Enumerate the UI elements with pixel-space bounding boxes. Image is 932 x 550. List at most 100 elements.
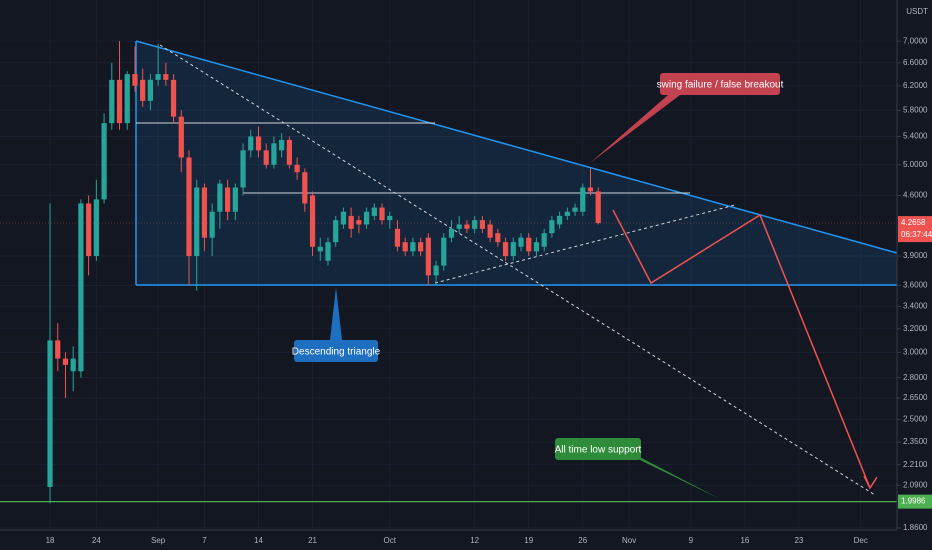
candle-body: [124, 74, 130, 124]
x-tick-label: 19: [524, 536, 533, 545]
y-tick-label: 5.8000: [903, 105, 928, 114]
x-tick-label: 14: [254, 536, 263, 545]
y-tick-label: 5.0000: [903, 160, 928, 169]
candle-body: [163, 74, 169, 80]
x-tick-label: 21: [308, 536, 317, 545]
y-tick-label: 5.4000: [903, 132, 928, 141]
x-tick-label: 16: [740, 536, 749, 545]
y-tick-label: 3.4000: [903, 302, 928, 311]
callout-box: [555, 438, 641, 460]
candle-body: [348, 215, 354, 229]
y-tick-label: 2.3500: [903, 437, 928, 446]
x-tick-label: Sep: [151, 536, 166, 545]
candle-body: [325, 242, 331, 261]
y-tick-label: 3.0000: [903, 348, 928, 357]
candle-body: [572, 207, 578, 212]
candle-body: [225, 187, 231, 212]
candle-body: [101, 123, 107, 200]
last-price-tag: [898, 216, 932, 243]
candle-body: [217, 183, 223, 212]
callout-pointer: [330, 287, 342, 340]
candle-body: [595, 191, 601, 224]
y-tick-label: 2.6500: [903, 393, 928, 402]
candle-body: [487, 224, 493, 238]
x-tick-label: 23: [794, 536, 803, 545]
projection-arrowhead: [863, 475, 878, 490]
candle-body: [47, 340, 53, 487]
candle-body: [441, 237, 447, 266]
candle-body: [549, 220, 555, 234]
candle-body: [286, 139, 292, 165]
y-tick-label: 3.6000: [903, 281, 928, 290]
candle-body: [418, 242, 424, 252]
x-tick-label: 24: [92, 536, 101, 545]
callout-text: swing failure / false breakout: [657, 80, 784, 91]
candle-body: [387, 215, 393, 221]
candle-body: [425, 237, 431, 276]
candle-body: [356, 220, 362, 225]
support-tag: [898, 494, 932, 509]
candle-body: [340, 211, 347, 225]
candle-body: [410, 242, 416, 252]
candle-body: [279, 139, 285, 151]
y-tick-label: 2.0900: [903, 480, 928, 489]
candle-body: [240, 150, 246, 188]
trend-line: [159, 44, 876, 496]
candle-body: [140, 79, 146, 101]
y-tick-label: 6.2000: [903, 81, 928, 90]
candle-body: [448, 228, 455, 238]
candle-body: [248, 136, 254, 151]
candle-body: [194, 187, 200, 257]
candle-body: [402, 242, 408, 252]
candle-body: [201, 187, 208, 238]
candle-body: [394, 228, 401, 247]
candle-body: [580, 187, 586, 212]
candle-body: [309, 195, 316, 247]
candle-body: [557, 215, 563, 225]
axes: 7.0000 6.6000 6.2000 5.8000 5.4000 5.0000 4.60…: [46, 36, 932, 545]
time-axis: [0, 530, 897, 550]
x-tick-label: 9: [689, 536, 694, 545]
x-tick-label: Oct: [384, 536, 397, 545]
candle-body: [456, 224, 462, 229]
candle-body: [526, 237, 532, 252]
candle-body: [178, 116, 184, 158]
candle-body: [518, 237, 524, 247]
candle-body: [271, 143, 277, 165]
trend-line: [434, 204, 736, 284]
candle-body: [70, 358, 76, 372]
countdown-label: 06:37:44: [901, 230, 932, 239]
candle-body: [564, 211, 570, 216]
x-tick-label: 7: [202, 536, 207, 545]
candle-body: [186, 157, 192, 257]
candle-body: [55, 340, 61, 359]
candle-body: [209, 211, 215, 238]
candles: [47, 41, 601, 504]
y-tick-label: 7.0000: [903, 36, 928, 45]
currency-label: USDT: [906, 7, 928, 16]
y-tick-label: 3.9000: [903, 251, 928, 260]
price-axis: [897, 0, 932, 550]
candle-body: [495, 233, 501, 243]
candle-body: [479, 220, 485, 229]
candle-body: [302, 172, 308, 204]
callout-text: Descending triangle: [292, 347, 381, 358]
x-tick-label: 12: [470, 536, 479, 545]
x-tick-label: Nov: [622, 536, 636, 545]
callout-pointer: [590, 95, 680, 163]
candle-body: [510, 242, 516, 257]
x-tick-label: Dec: [854, 536, 868, 545]
candle-body: [263, 150, 269, 165]
candle-body: [541, 233, 547, 247]
last-price-label: 4.2658: [901, 218, 926, 227]
callout-text: All time low support: [555, 445, 642, 456]
support-tag-label: 1.9986: [901, 497, 926, 506]
projection-path: [612, 209, 871, 489]
candle-body: [232, 187, 238, 212]
y-tick-label: 2.5000: [903, 414, 928, 423]
y-tick-label: 2.2100: [903, 460, 928, 469]
candle-body: [109, 79, 115, 124]
y-tick-label: 1.8600: [903, 523, 928, 532]
candle-body: [333, 220, 339, 243]
